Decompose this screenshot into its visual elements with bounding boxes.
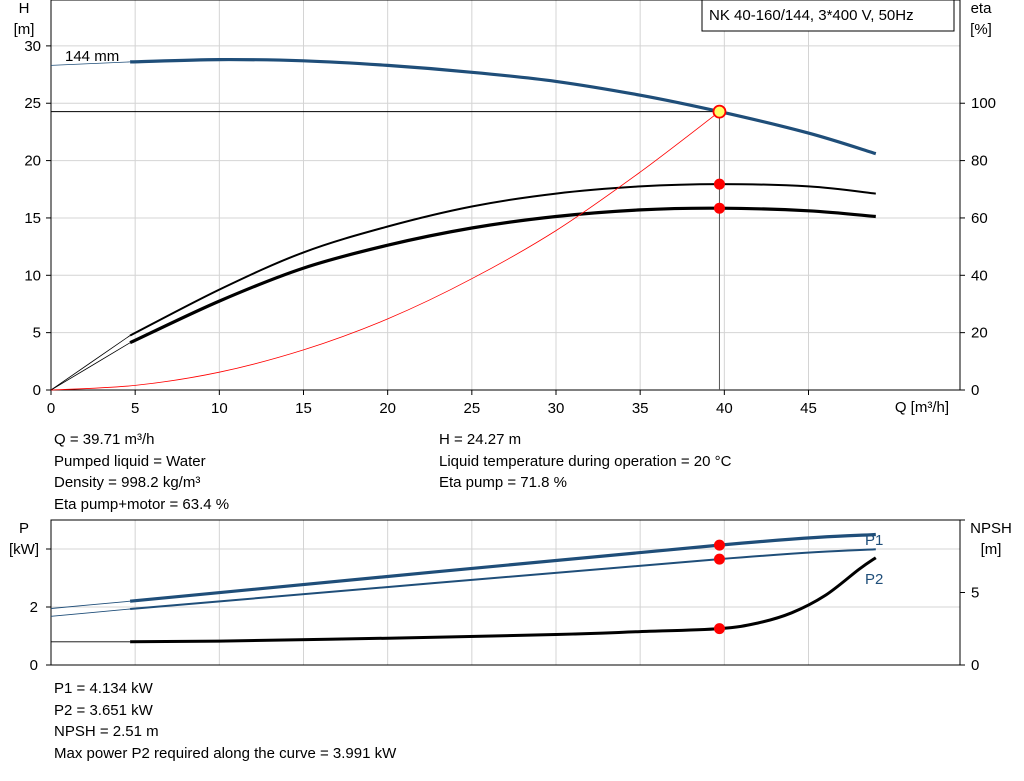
upper-plot-frame [50, 0, 961, 391]
p2-curve-extrapolated [50, 608, 131, 617]
p2-curve [130, 548, 876, 610]
p2-readout: P2 = 3.651 kW [54, 701, 153, 719]
eta-pump-motor-marker [713, 202, 725, 214]
lower-plot-frame [50, 519, 961, 666]
eta-pump-curve-extrapolated [50, 335, 131, 391]
impeller-diameter-label: 144 mm [65, 48, 119, 65]
upper-ylabel-right-line2: [%] [970, 21, 992, 38]
upper-y-left-tick-label: 25 [24, 95, 41, 112]
eta-pump-marker [713, 178, 725, 190]
upper-y-left-tick-label: 20 [24, 153, 41, 170]
operating-point-marker [713, 553, 725, 565]
eta-pump-motor-curve [129, 206, 876, 345]
lower-ticks: 0 2 0 5 [30, 519, 979, 674]
lower-ylabel-right-line2: [m] [981, 541, 1002, 558]
duty-point-marker [712, 104, 727, 119]
lower-curves [50, 532, 877, 644]
lower-grid [51, 520, 960, 665]
upper-curves [50, 57, 877, 391]
upper-y-right-tick-label: 60 [971, 210, 988, 227]
head-readout: H = 24.27 m [439, 431, 522, 448]
upper-x-tick-label: 25 [463, 400, 480, 417]
pumped-liquid-readout: Pumped liquid = Water [54, 452, 206, 470]
upper-x-tick-label: 30 [548, 400, 565, 417]
flow-readout: Q = 39.71 m³/h [54, 431, 155, 448]
p1-series-label: P1 [865, 532, 883, 549]
max-power-readout: Max power P2 required along the curve = … [54, 744, 397, 762]
lower-info: P1 = 4.134 kW P2 = 3.651 kW NPSH = 2.51 … [54, 678, 396, 764]
upper-info-left: Q = 39.71 m³/h Pumped liquid = Water Den… [54, 429, 229, 515]
upper-xlabel: Q [m³/h] [895, 399, 949, 416]
upper-y-right-tick-label: 20 [971, 325, 988, 342]
lower-y-right-tick-label: 5 [971, 585, 979, 602]
upper-y-right-tick-label: 80 [971, 153, 988, 170]
upper-x-tick-label: 20 [379, 400, 396, 417]
chart-title-box [701, 0, 955, 32]
chart-title: NK 40-160/144, 3*400 V, 50Hz [709, 7, 914, 24]
upper-ylabel-left-line1: H [19, 0, 30, 17]
upper-x-tick-label: 35 [632, 400, 649, 417]
p2-series-label: P2 [865, 571, 883, 588]
eta-pump-readout: Eta pump = 71.8 % [439, 474, 567, 491]
upper-y-right-tick-label: 0 [971, 382, 979, 399]
p1-readout: P1 = 4.134 kW [54, 680, 153, 697]
upper-x-tick-label: 0 [47, 400, 55, 417]
p1-curve-extrapolated [50, 600, 131, 609]
upper-x-tick-label: 40 [716, 400, 733, 417]
lower-y-left-tick-label: 0 [30, 657, 38, 674]
p1-curve [129, 532, 876, 603]
upper-y-right-tick-label: 100 [971, 95, 996, 112]
upper-grid [51, 0, 960, 390]
upper-ylabel-left-line2: [m] [14, 21, 35, 38]
liquid-temperature-readout: Liquid temperature during operation = 20… [439, 452, 732, 470]
eta-pump-curve [129, 183, 876, 337]
upper-y-left-tick-label: 30 [24, 38, 41, 55]
eta-pump-motor-curve-extrapolated [50, 342, 131, 391]
upper-y-left-tick-label: 0 [33, 382, 41, 399]
upper-ylabel-right-line1: eta [971, 0, 993, 17]
lower-chart: 0 2 0 5 P [kW] NPSH [m] P1 P2 [9, 519, 1012, 674]
lower-ylabel-left-line2: [kW] [9, 541, 39, 558]
upper-x-tick-label: 45 [800, 400, 817, 417]
operating-point-marker [713, 539, 725, 551]
system-curve [50, 111, 720, 391]
npsh-readout: NPSH = 2.51 m [54, 723, 159, 740]
eta-pump-motor-readout: Eta pump+motor = 63.4 % [54, 495, 230, 513]
lower-y-right-tick-label: 0 [971, 657, 979, 674]
density-readout: Density = 998.2 kg/m³ [54, 474, 201, 491]
lower-ylabel-left-line1: P [19, 520, 29, 537]
upper-x-tick-label: 15 [295, 400, 312, 417]
operating-point-marker [713, 623, 725, 635]
upper-x-tick-label: 5 [131, 400, 139, 417]
head-curve [130, 57, 877, 156]
head-curve-extrapolated [50, 61, 131, 66]
upper-y-left-tick-label: 15 [24, 210, 41, 227]
upper-ticks: 0 5 10 15 20 25 30 35 40 45 0 5 10 15 20 25 30 0 20 40 60 80 1… [24, 38, 996, 417]
lower-ylabel-right-line1: NPSH [970, 520, 1012, 537]
lower-y-left-tick-label: 2 [30, 599, 38, 616]
upper-chart: 0 5 10 15 20 25 30 35 40 45 0 5 10 15 20 25 30 0 20 40 60 80 1… [14, 0, 996, 417]
upper-x-tick-label: 10 [211, 400, 228, 417]
upper-y-right-tick-label: 40 [971, 267, 988, 284]
upper-y-left-tick-label: 10 [24, 267, 41, 284]
npsh-curve [130, 556, 877, 644]
upper-info-right: H = 24.27 m Liquid temperature during op… [439, 429, 731, 494]
upper-y-left-tick-label: 5 [33, 325, 41, 342]
